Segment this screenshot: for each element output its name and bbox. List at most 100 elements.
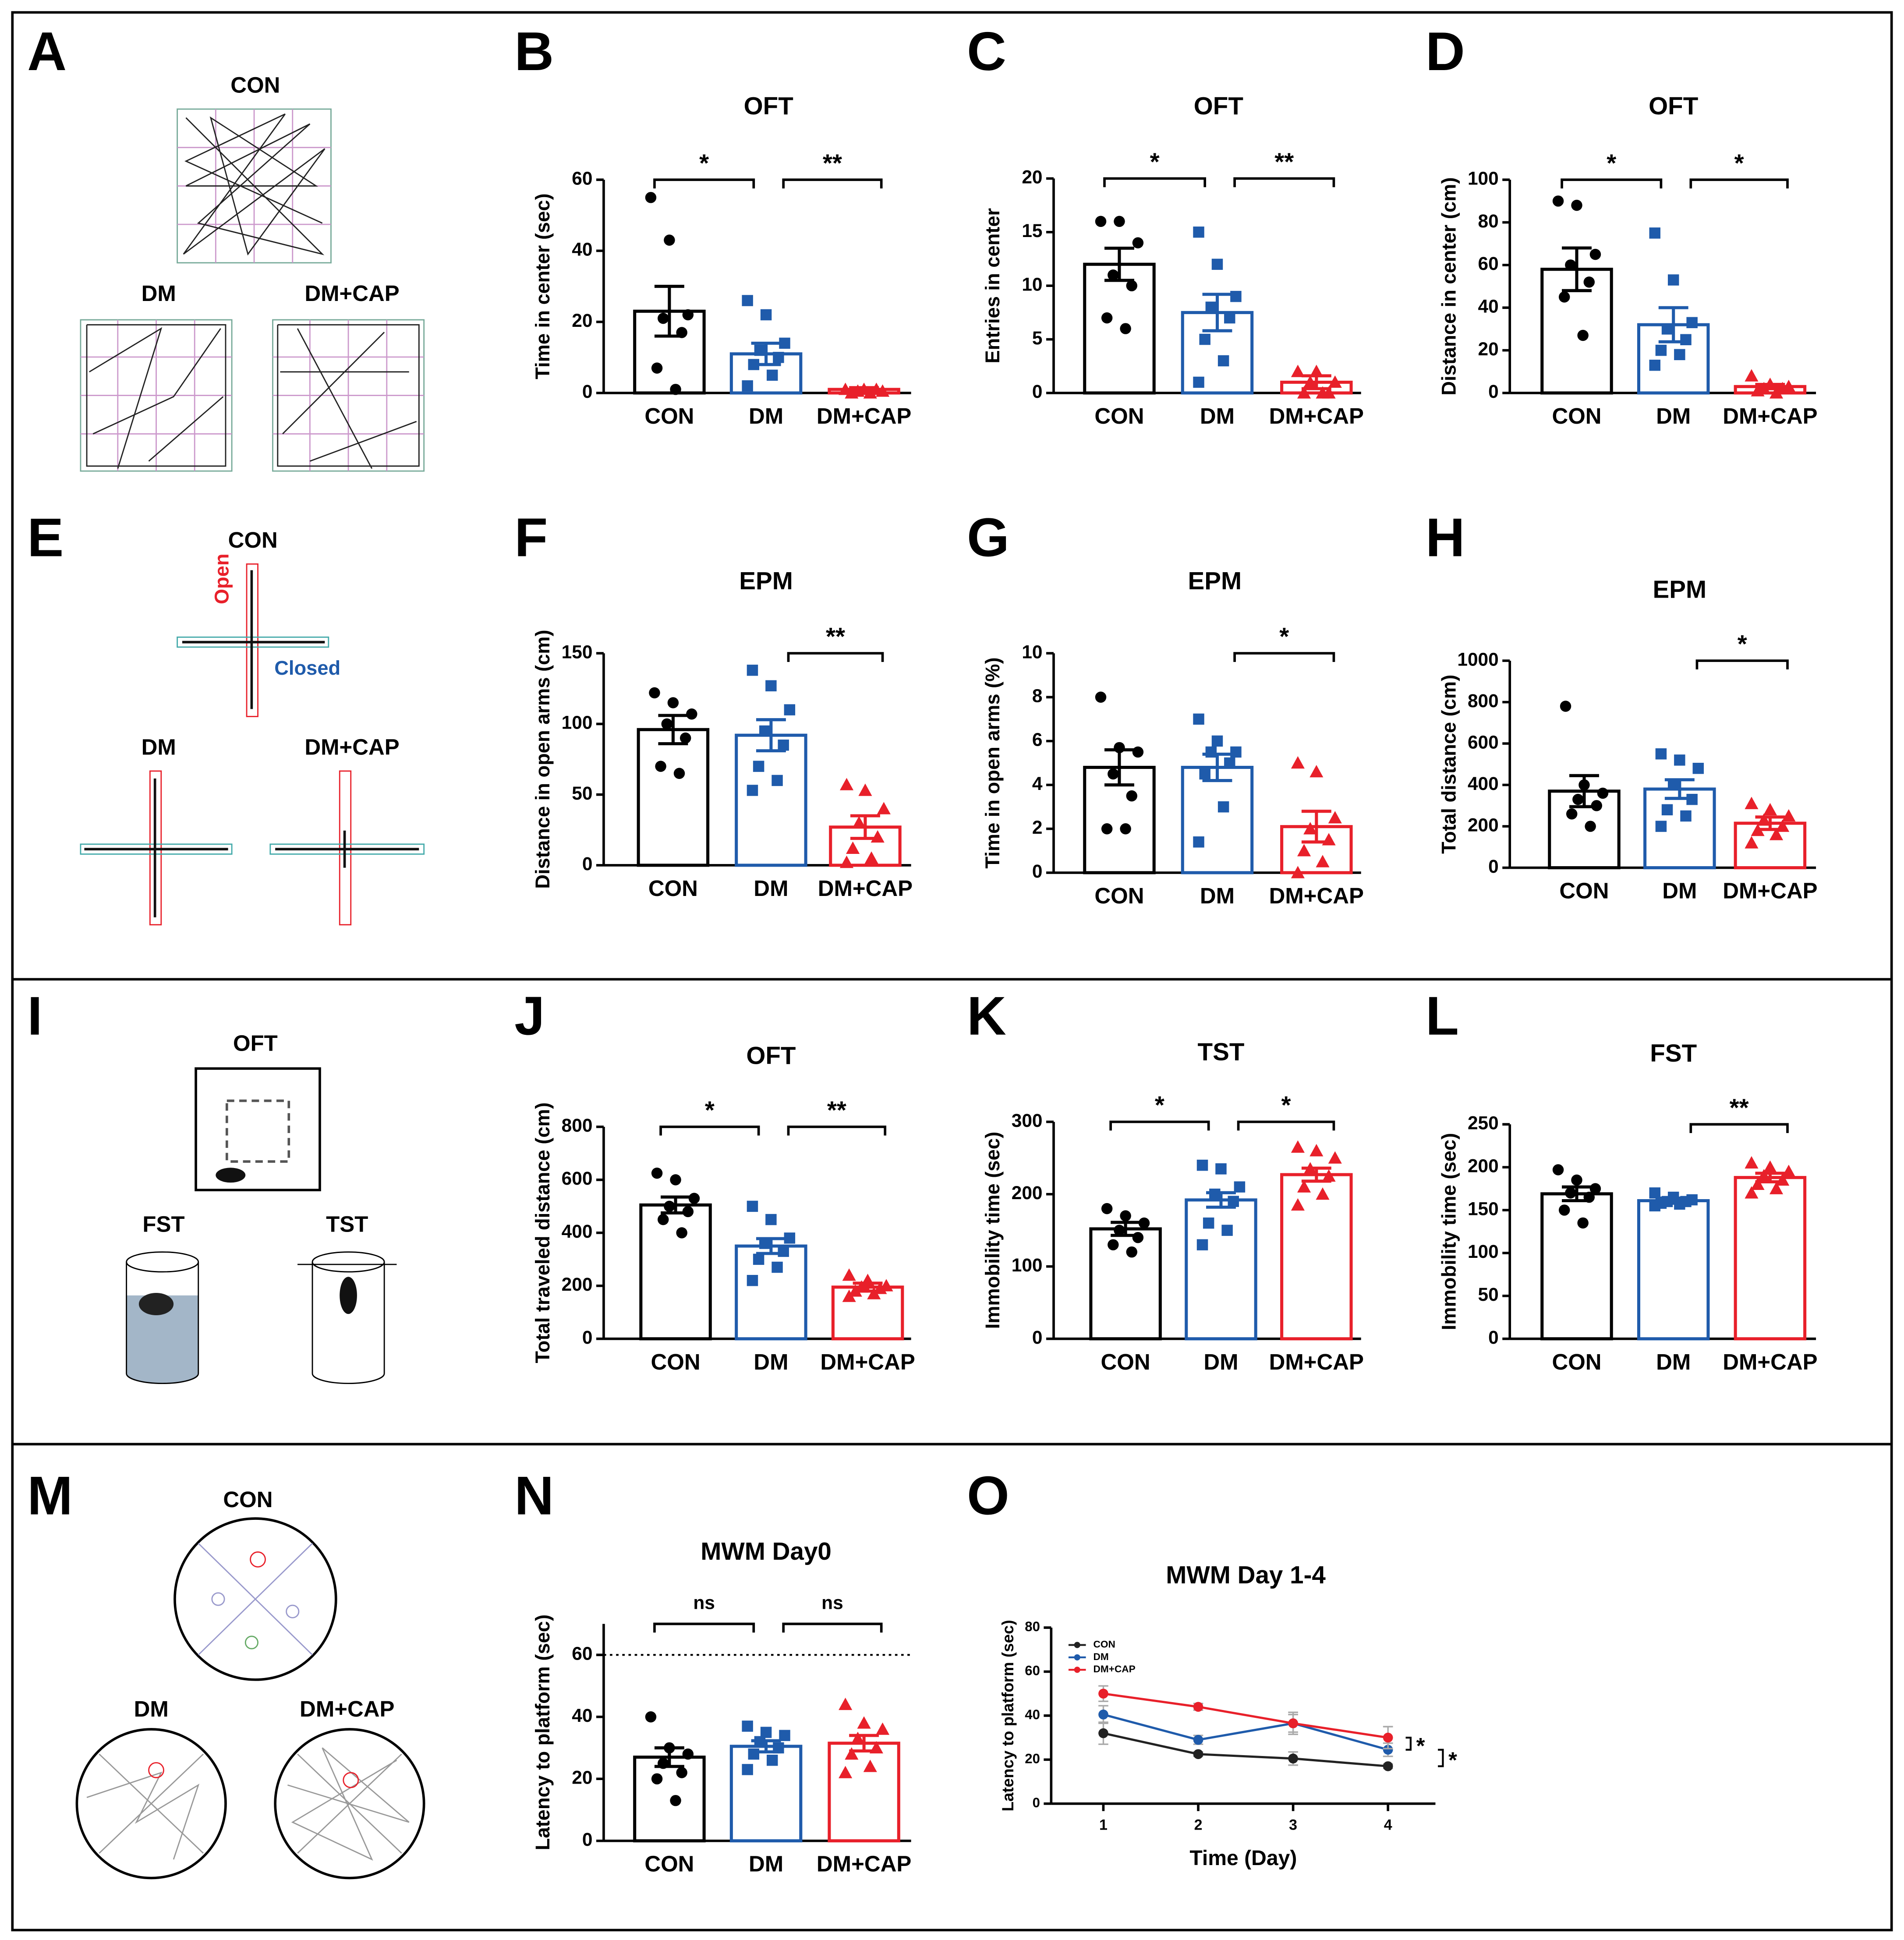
point <box>863 386 877 399</box>
point <box>1745 1156 1759 1169</box>
point <box>784 704 796 715</box>
x-axis-label: Time (Day) <box>1189 1846 1297 1870</box>
significance-label: * <box>1155 1091 1164 1119</box>
point <box>1745 836 1759 849</box>
x-tick-label: CON <box>1552 404 1601 428</box>
point <box>1132 1232 1144 1243</box>
point <box>1230 746 1242 758</box>
point <box>673 768 685 779</box>
y-tick-label: 20 <box>1025 1751 1040 1767</box>
x-tick-label: 1 <box>1099 1817 1108 1834</box>
point <box>1291 365 1305 377</box>
significance-bracket <box>1237 1120 1335 1131</box>
y-tick-label: 0 <box>1488 856 1499 877</box>
point <box>1577 329 1589 341</box>
label: DM <box>142 734 176 759</box>
point <box>1649 1200 1660 1211</box>
significance-label: * <box>1150 148 1160 175</box>
significance-label: * <box>705 1096 715 1124</box>
y-tick-label: 800 <box>562 1115 593 1136</box>
point <box>1108 768 1119 780</box>
point <box>664 1742 675 1754</box>
point <box>1309 765 1324 778</box>
panel-letter: J <box>514 985 545 1046</box>
label: DM+CAP <box>304 281 399 306</box>
y-tick-label: 0 <box>1488 1327 1499 1348</box>
significance-bracket <box>1233 177 1335 188</box>
point <box>742 1764 753 1775</box>
y-tick-label: 20 <box>1478 339 1499 359</box>
point <box>839 855 854 868</box>
significance-label: * <box>1734 149 1744 177</box>
center-zone <box>225 1099 290 1163</box>
x-tick-label: DM <box>1200 883 1235 908</box>
point <box>1782 1165 1796 1177</box>
point <box>1120 1210 1131 1221</box>
point <box>845 386 859 399</box>
significance-label: * <box>1738 630 1747 658</box>
point <box>1228 1196 1239 1207</box>
point <box>1291 1140 1305 1153</box>
x-tick-label: CON <box>644 1851 694 1876</box>
point <box>682 1206 694 1218</box>
x-tick-label: DM+CAP <box>1269 1349 1364 1374</box>
point <box>1745 369 1759 382</box>
y-tick-label: 200 <box>1468 1155 1499 1176</box>
point <box>1686 317 1698 329</box>
point <box>1120 823 1131 835</box>
point <box>1114 1225 1125 1236</box>
y-tick-label: 5 <box>1032 328 1043 348</box>
point <box>1101 823 1113 835</box>
point <box>1661 804 1673 816</box>
water <box>126 1295 198 1384</box>
point <box>1138 1217 1150 1229</box>
point <box>772 775 783 786</box>
point <box>1751 823 1765 836</box>
y-tick-label: 0 <box>1032 1327 1043 1348</box>
significance-bracket <box>659 1126 760 1136</box>
point <box>1297 844 1311 857</box>
significance-label: ns <box>693 1592 715 1613</box>
point <box>839 778 854 790</box>
y-tick-label: 1000 <box>1457 649 1498 669</box>
point <box>1649 359 1660 371</box>
x-tick-label: DM+CAP <box>1723 404 1817 428</box>
point <box>661 718 672 730</box>
significance-label: * <box>1279 623 1289 650</box>
point <box>1221 1225 1233 1236</box>
y-tick-label: 0 <box>1032 861 1043 881</box>
point <box>1383 1745 1393 1755</box>
significance-bracket <box>1695 659 1789 669</box>
error-bar <box>756 718 786 753</box>
significance-label: ** <box>823 149 842 177</box>
panel-e: E CON DM DM+CAP Open Closed <box>27 507 425 926</box>
point <box>1680 334 1692 345</box>
point <box>645 1711 657 1723</box>
point <box>1196 1159 1208 1171</box>
x-tick-label: CON <box>1559 878 1609 903</box>
point <box>1769 828 1784 840</box>
y-axis-label: Immobility time (sec) <box>981 1132 1004 1329</box>
point <box>842 1268 856 1281</box>
point <box>1589 248 1601 260</box>
point <box>1769 386 1784 399</box>
x-tick-label: DM+CAP <box>1723 1349 1817 1374</box>
open-label: Open <box>210 553 233 604</box>
y-tick-label: 150 <box>1468 1198 1499 1219</box>
point <box>1196 1239 1208 1250</box>
point <box>682 309 694 321</box>
y-tick-label: 60 <box>572 1643 592 1664</box>
point <box>846 841 860 854</box>
closed-label: Closed <box>274 657 340 679</box>
maze <box>80 563 425 926</box>
point <box>842 1289 856 1302</box>
y-tick-label: 400 <box>1468 773 1499 794</box>
point <box>1101 1203 1113 1214</box>
point <box>1098 1710 1108 1720</box>
y-tick-label: 200 <box>1468 814 1499 835</box>
point <box>1126 280 1137 291</box>
point <box>658 312 669 324</box>
point <box>1101 312 1113 324</box>
